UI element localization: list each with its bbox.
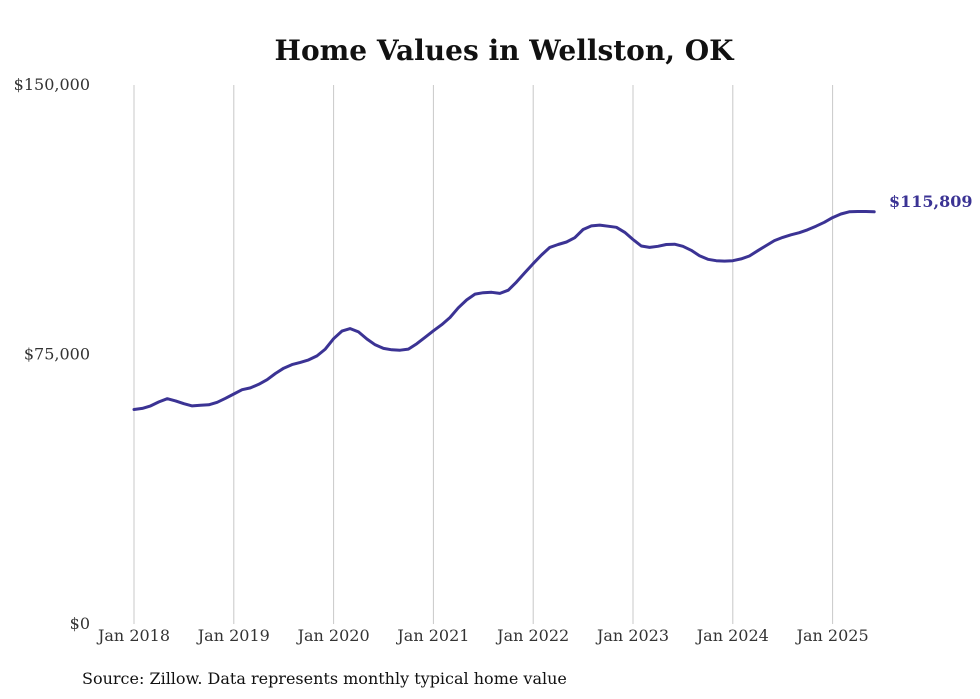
x-tick-label: Jan 2018 <box>96 626 170 645</box>
x-tick-label: Jan 2021 <box>395 626 469 645</box>
x-tick-label: Jan 2022 <box>495 626 569 645</box>
x-tick-label: Jan 2019 <box>196 626 270 645</box>
vertical-gridlines <box>133 85 834 624</box>
x-tick-label: Jan 2025 <box>795 626 869 645</box>
x-tick-label: Jan 2024 <box>695 626 769 645</box>
source-note: Source: Zillow. Data represents monthly … <box>82 669 567 688</box>
x-axis-ticks: Jan 2018 Jan 2019 Jan 2020 Jan 2021 Jan 2022… <box>96 626 869 645</box>
y-tick-label: $150,000 <box>14 75 90 94</box>
series-group <box>132 210 876 411</box>
x-tick-label: Jan 2023 <box>595 626 669 645</box>
x-tick-label: Jan 2020 <box>296 626 370 645</box>
chart-title: Home Values in Wellston, OK <box>275 34 736 67</box>
y-axis-ticks: $0 $75,000 $150,000 <box>14 75 90 633</box>
y-tick-label: $0 <box>70 614 90 633</box>
series-line-0 <box>132 210 876 411</box>
end-value-label: $115,809 <box>889 192 973 211</box>
y-tick-label: $75,000 <box>24 345 90 364</box>
